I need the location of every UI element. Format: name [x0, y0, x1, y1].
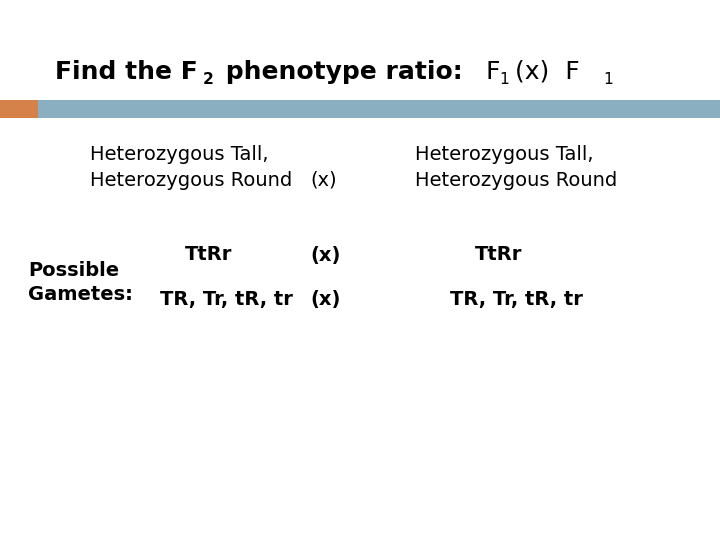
Bar [0, 100, 38, 118]
Text: Heterozygous Round: Heterozygous Round [90, 171, 292, 190]
Text: F: F [485, 60, 500, 84]
Text: TtRr: TtRr [185, 246, 233, 265]
Text: (x): (x) [310, 246, 341, 265]
Text: TR, Tr, tR, tr: TR, Tr, tR, tr [450, 291, 583, 309]
Text: Heterozygous Tall,: Heterozygous Tall, [415, 145, 593, 165]
Text: (x): (x) [310, 171, 337, 190]
Text: Find the F: Find the F [55, 60, 198, 84]
Text: TR, Tr, tR, tr: TR, Tr, tR, tr [160, 291, 293, 309]
Text: TtRr: TtRr [475, 246, 523, 265]
Bar [0, 100, 720, 118]
Text: Possible: Possible [28, 260, 119, 280]
Text: Gametes:: Gametes: [28, 286, 133, 305]
Text: Heterozygous Round: Heterozygous Round [415, 171, 617, 190]
Text: (x): (x) [310, 291, 341, 309]
Text: phenotype ratio:: phenotype ratio: [217, 60, 463, 84]
Text: 1: 1 [603, 71, 613, 86]
Text: (x)  F: (x) F [507, 60, 580, 84]
Text: 2: 2 [203, 71, 214, 86]
Text: 1: 1 [499, 71, 509, 86]
Text: Heterozygous Tall,: Heterozygous Tall, [90, 145, 269, 165]
